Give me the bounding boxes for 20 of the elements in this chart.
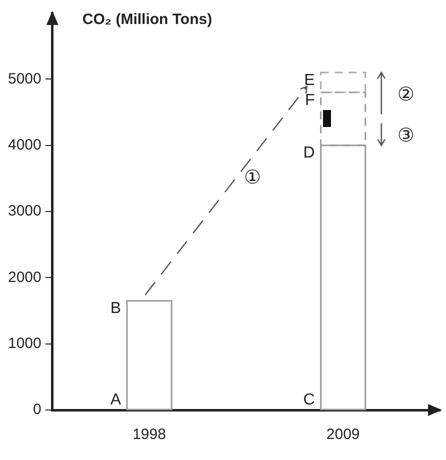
y-tick-label: 4000 (8, 136, 42, 154)
annotation: E (304, 72, 315, 89)
annotation: ③ (397, 124, 414, 146)
annotation: ① (244, 166, 262, 189)
y-tick-label: 1000 (8, 334, 42, 352)
y-tick-label: 5000 (8, 70, 42, 88)
y-tick-label: 2000 (8, 268, 42, 286)
bar (320, 72, 366, 94)
annotation: B (110, 300, 121, 318)
y-tick-label: 3000 (8, 202, 42, 220)
x-tick-label: 1998 (132, 426, 166, 444)
annotation: F (305, 92, 316, 109)
annotation: ② (397, 83, 414, 106)
annotation: A (110, 391, 122, 408)
annotation: C (303, 391, 315, 408)
y-axis-title: CO₂ (Million Tons) (82, 11, 212, 28)
annotation: D (303, 144, 315, 162)
y-tick-label: 0 (33, 401, 42, 418)
bar (126, 300, 172, 410)
x-tick-label: 2009 (326, 426, 360, 444)
